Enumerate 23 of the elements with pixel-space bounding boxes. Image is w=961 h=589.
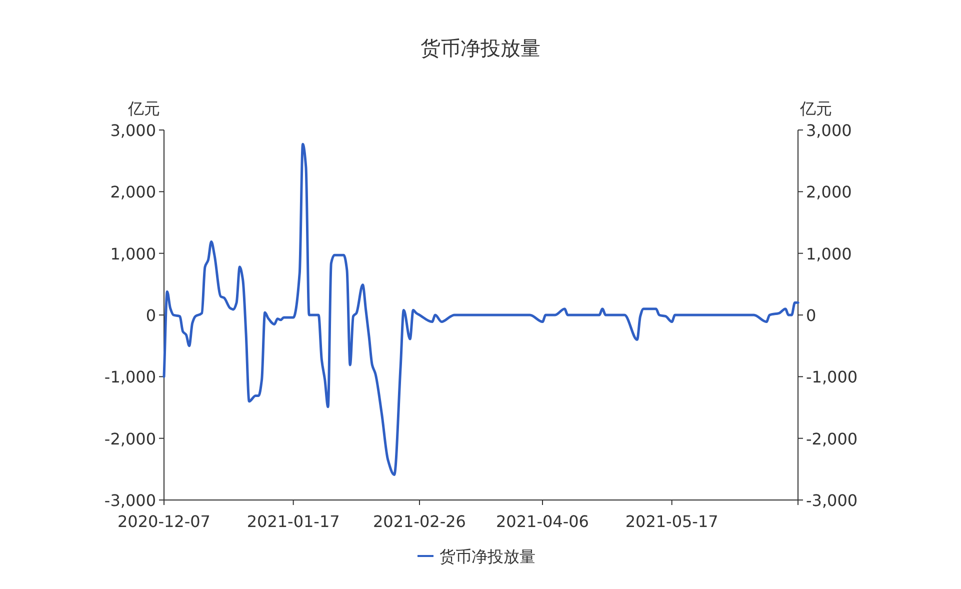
xtick: 2020-12-07 bbox=[118, 512, 210, 531]
ytick: -3,000 bbox=[104, 491, 156, 510]
ytick: -1,000 bbox=[104, 368, 156, 387]
ytick: 1,000 bbox=[110, 244, 156, 264]
y2tick: -1,000 bbox=[806, 368, 858, 387]
y2tick: 1,000 bbox=[806, 244, 852, 264]
y2tick: 3,000 bbox=[806, 121, 852, 140]
xtick: 2021-04-06 bbox=[496, 512, 589, 531]
y2label: 亿元 bbox=[800, 99, 832, 118]
xtick: 2021-05-17 bbox=[625, 512, 718, 531]
ytick: -2,000 bbox=[104, 429, 156, 448]
title: 货币净投放量 bbox=[420, 36, 540, 60]
y2tick: -2,000 bbox=[806, 429, 858, 448]
ytick: 2,000 bbox=[110, 182, 156, 202]
y2tick: 0 bbox=[806, 306, 816, 325]
legend-label: 货币净投放量 bbox=[440, 547, 536, 566]
ytick: 0 bbox=[146, 306, 156, 325]
ytick: 3,000 bbox=[110, 121, 156, 140]
xtick: 2021-01-17 bbox=[246, 512, 340, 531]
xtick: 2021-02-26 bbox=[373, 512, 466, 531]
y2tick: 2,000 bbox=[806, 182, 852, 202]
y2tick: -3,000 bbox=[806, 491, 858, 510]
ylabel: 亿元 bbox=[128, 99, 160, 118]
